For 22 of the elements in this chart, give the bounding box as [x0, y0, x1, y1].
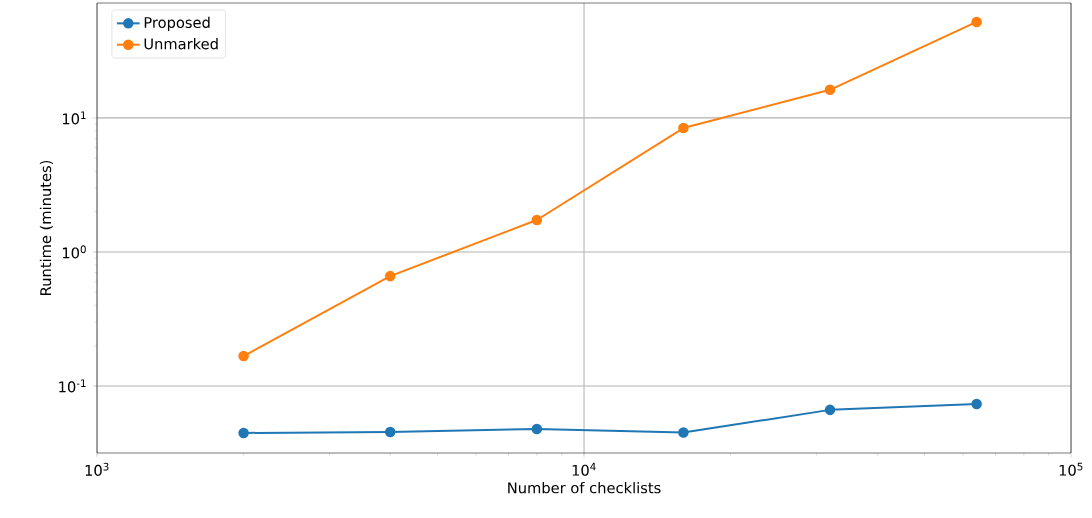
- point: [384, 270, 396, 282]
- y-axis-title: Runtime (minutes): [39, 160, 53, 295]
- point: [531, 423, 543, 435]
- point: [824, 404, 836, 416]
- point: [531, 214, 543, 226]
- point: [678, 122, 689, 134]
- y-tick-label: 10$^{0}$: [62, 245, 86, 259]
- x-tick-label: 10$^{5}$: [1059, 462, 1083, 476]
- x-axis-title: Number of checklists: [508, 481, 661, 494]
- point: [971, 398, 982, 410]
- y-tick-label: 10$^{1}$: [62, 111, 86, 125]
- point: [238, 427, 249, 439]
- legend-label: Unmarked: [144, 38, 218, 50]
- y-tick-label: 10$^{-1}$: [59, 379, 86, 393]
- point: [384, 426, 396, 438]
- point: [971, 16, 982, 28]
- x-tick-label: 10$^{3}$: [85, 462, 109, 476]
- x-tick-label: 10$^{4}$: [572, 462, 596, 476]
- point: [238, 350, 249, 362]
- legend-label: Proposed: [144, 16, 210, 31]
- point: [678, 427, 689, 438]
- point: [824, 84, 836, 96]
